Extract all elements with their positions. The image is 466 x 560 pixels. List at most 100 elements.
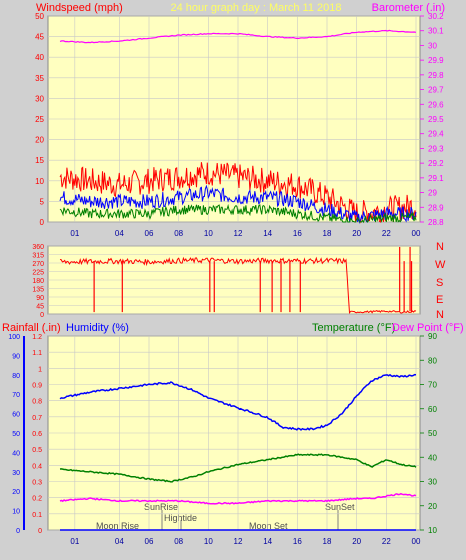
direction-tick-label: 135	[32, 287, 44, 294]
sunset-label: SunSet	[325, 502, 355, 512]
wind-tick-label: 10	[35, 177, 44, 186]
temperature-tick-label: 30	[428, 478, 437, 487]
wind-tick-label: 25	[35, 115, 44, 124]
humidity-x-tick-label: 18	[323, 537, 332, 546]
wind-x-tick-label: 06	[145, 229, 154, 238]
series-layer	[59, 29, 417, 531]
humidity-x-tick-label: 10	[204, 537, 213, 546]
humidity-panel-series-line	[59, 453, 417, 483]
dewpoint-axis-title: Dew Point (°F)	[392, 322, 464, 334]
rainfall-tick-label: 0.2	[32, 496, 42, 503]
barometer-tick-label: 28.8	[428, 218, 444, 227]
barometer-tick-label: 28.9	[428, 203, 444, 212]
barometer-tick-label: 29.3	[428, 144, 444, 153]
direction-tick-label: 0	[40, 312, 44, 319]
wind-tick-label: 0	[40, 218, 45, 227]
right-axis-title: Barometer (.in)	[372, 2, 445, 14]
humidity-panel-series-line	[59, 492, 417, 505]
graph-title: 24 hour graph day : March 11 2018	[170, 2, 341, 14]
rainfall-tick-label: 0.9	[32, 383, 42, 390]
humidity-tick-label: 40	[12, 450, 20, 457]
barometer-tick-label: 29.8	[428, 71, 444, 80]
humidity-x-tick-label: 12	[234, 537, 243, 546]
barometer-tick-label: 30.1	[428, 27, 444, 36]
wind-tick-label: 45	[35, 33, 44, 42]
barometer-tick-label: 29.9	[428, 56, 444, 65]
wind-x-tick-label: 20	[352, 229, 361, 238]
temperature-axis-title: Temperature (°F)	[312, 322, 395, 334]
barometer-tick-label: 30.2	[428, 12, 444, 21]
wind-tick-label: 20	[35, 136, 44, 145]
humidity-axis-title: Humidity (%)	[66, 322, 129, 334]
moonrise-label: Moon Rise	[96, 521, 139, 531]
rainfall-tick-label: 0.5	[32, 447, 42, 454]
humidity-x-tick-label: 08	[174, 537, 183, 546]
temperature-tick-label: 40	[428, 453, 437, 462]
humidity-tick-label: 50	[12, 431, 20, 438]
rainfall-axis-title: Rainfall (.in)	[2, 322, 61, 334]
wind-x-tick-label: 00	[412, 229, 421, 238]
compass-label-lower: E	[436, 294, 443, 306]
temperature-tick-label: 70	[428, 381, 437, 390]
humidity-x-tick-label: 04	[115, 537, 124, 546]
humidity-tick-label: 100	[8, 334, 20, 341]
moonset-label: Moon Set	[249, 521, 288, 531]
temperature-tick-label: 20	[428, 502, 437, 511]
humidity-x-tick-label: 20	[352, 537, 361, 546]
wind-tick-label: 5	[40, 197, 45, 206]
barometer-series-line	[59, 29, 417, 44]
left-axis-title: Windspeed (mph)	[36, 2, 123, 14]
axes-layer: 0510152025303540455028.828.92929.129.229…	[8, 12, 444, 546]
rainfall-tick-label: 1	[38, 366, 42, 373]
direction-tick-label: 225	[32, 270, 44, 277]
temperature-tick-label: 60	[428, 405, 437, 414]
humidity-tick-label: 90	[12, 353, 20, 360]
rainfall-tick-label: 0	[38, 528, 42, 535]
wind-x-tick-label: 04	[115, 229, 124, 238]
humidity-tick-label: 20	[12, 489, 20, 496]
wind-x-tick-label: 18	[323, 229, 332, 238]
wind-x-tick-label: 10	[204, 229, 213, 238]
wind-tick-label: 40	[35, 53, 44, 62]
barometer-tick-label: 29	[428, 189, 437, 198]
compass-labels: N W S E N	[435, 241, 446, 321]
direction-tick-label: 180	[32, 278, 44, 285]
wind-tick-label: 50	[35, 12, 44, 21]
humidity-tick-label: 80	[12, 373, 20, 380]
compass-label-bottom: N	[436, 309, 444, 321]
wind-tick-label: 30	[35, 94, 44, 103]
compass-label-upper: W	[435, 259, 446, 271]
humidity-tick-label: 30	[12, 470, 20, 477]
direction-tick-label: 270	[32, 261, 44, 268]
wind-x-tick-label: 01	[70, 229, 79, 238]
direction-tick-label: 360	[32, 244, 44, 251]
wind-tick-label: 15	[35, 156, 44, 165]
direction-tick-label: 315	[32, 253, 44, 260]
sunrise-label: SunRise	[144, 502, 178, 512]
event-markers: SunRise Hightide SunSet Moon Rise Moon S…	[96, 502, 355, 531]
humidity-tick-label: 70	[12, 392, 20, 399]
compass-label-top: N	[436, 241, 444, 253]
rainfall-tick-label: 0.4	[32, 463, 42, 470]
rainfall-tick-label: 0.1	[32, 512, 42, 519]
direction-tick-label: 45	[36, 304, 44, 311]
barometer-tick-label: 29.6	[428, 100, 444, 109]
rainfall-tick-label: 0.6	[32, 431, 42, 438]
humidity-x-tick-label: 14	[263, 537, 272, 546]
wind-series-line	[59, 203, 417, 224]
direction-series-line	[59, 256, 417, 314]
rainfall-tick-label: 0.8	[32, 399, 42, 406]
barometer-tick-label: 29.7	[428, 86, 444, 95]
rainfall-tick-label: 0.7	[32, 415, 42, 422]
humidity-x-tick-label: 22	[382, 537, 391, 546]
temperature-tick-label: 90	[428, 332, 437, 341]
rainfall-tick-label: 0.3	[32, 480, 42, 487]
humidity-x-tick-label: 01	[70, 537, 79, 546]
humidity-tick-label: 60	[12, 412, 20, 419]
wind-x-tick-label: 16	[293, 229, 302, 238]
wind-series-line	[59, 184, 417, 224]
rainfall-tick-label: 1.2	[32, 334, 42, 341]
humidity-panel-series-line	[59, 373, 417, 431]
